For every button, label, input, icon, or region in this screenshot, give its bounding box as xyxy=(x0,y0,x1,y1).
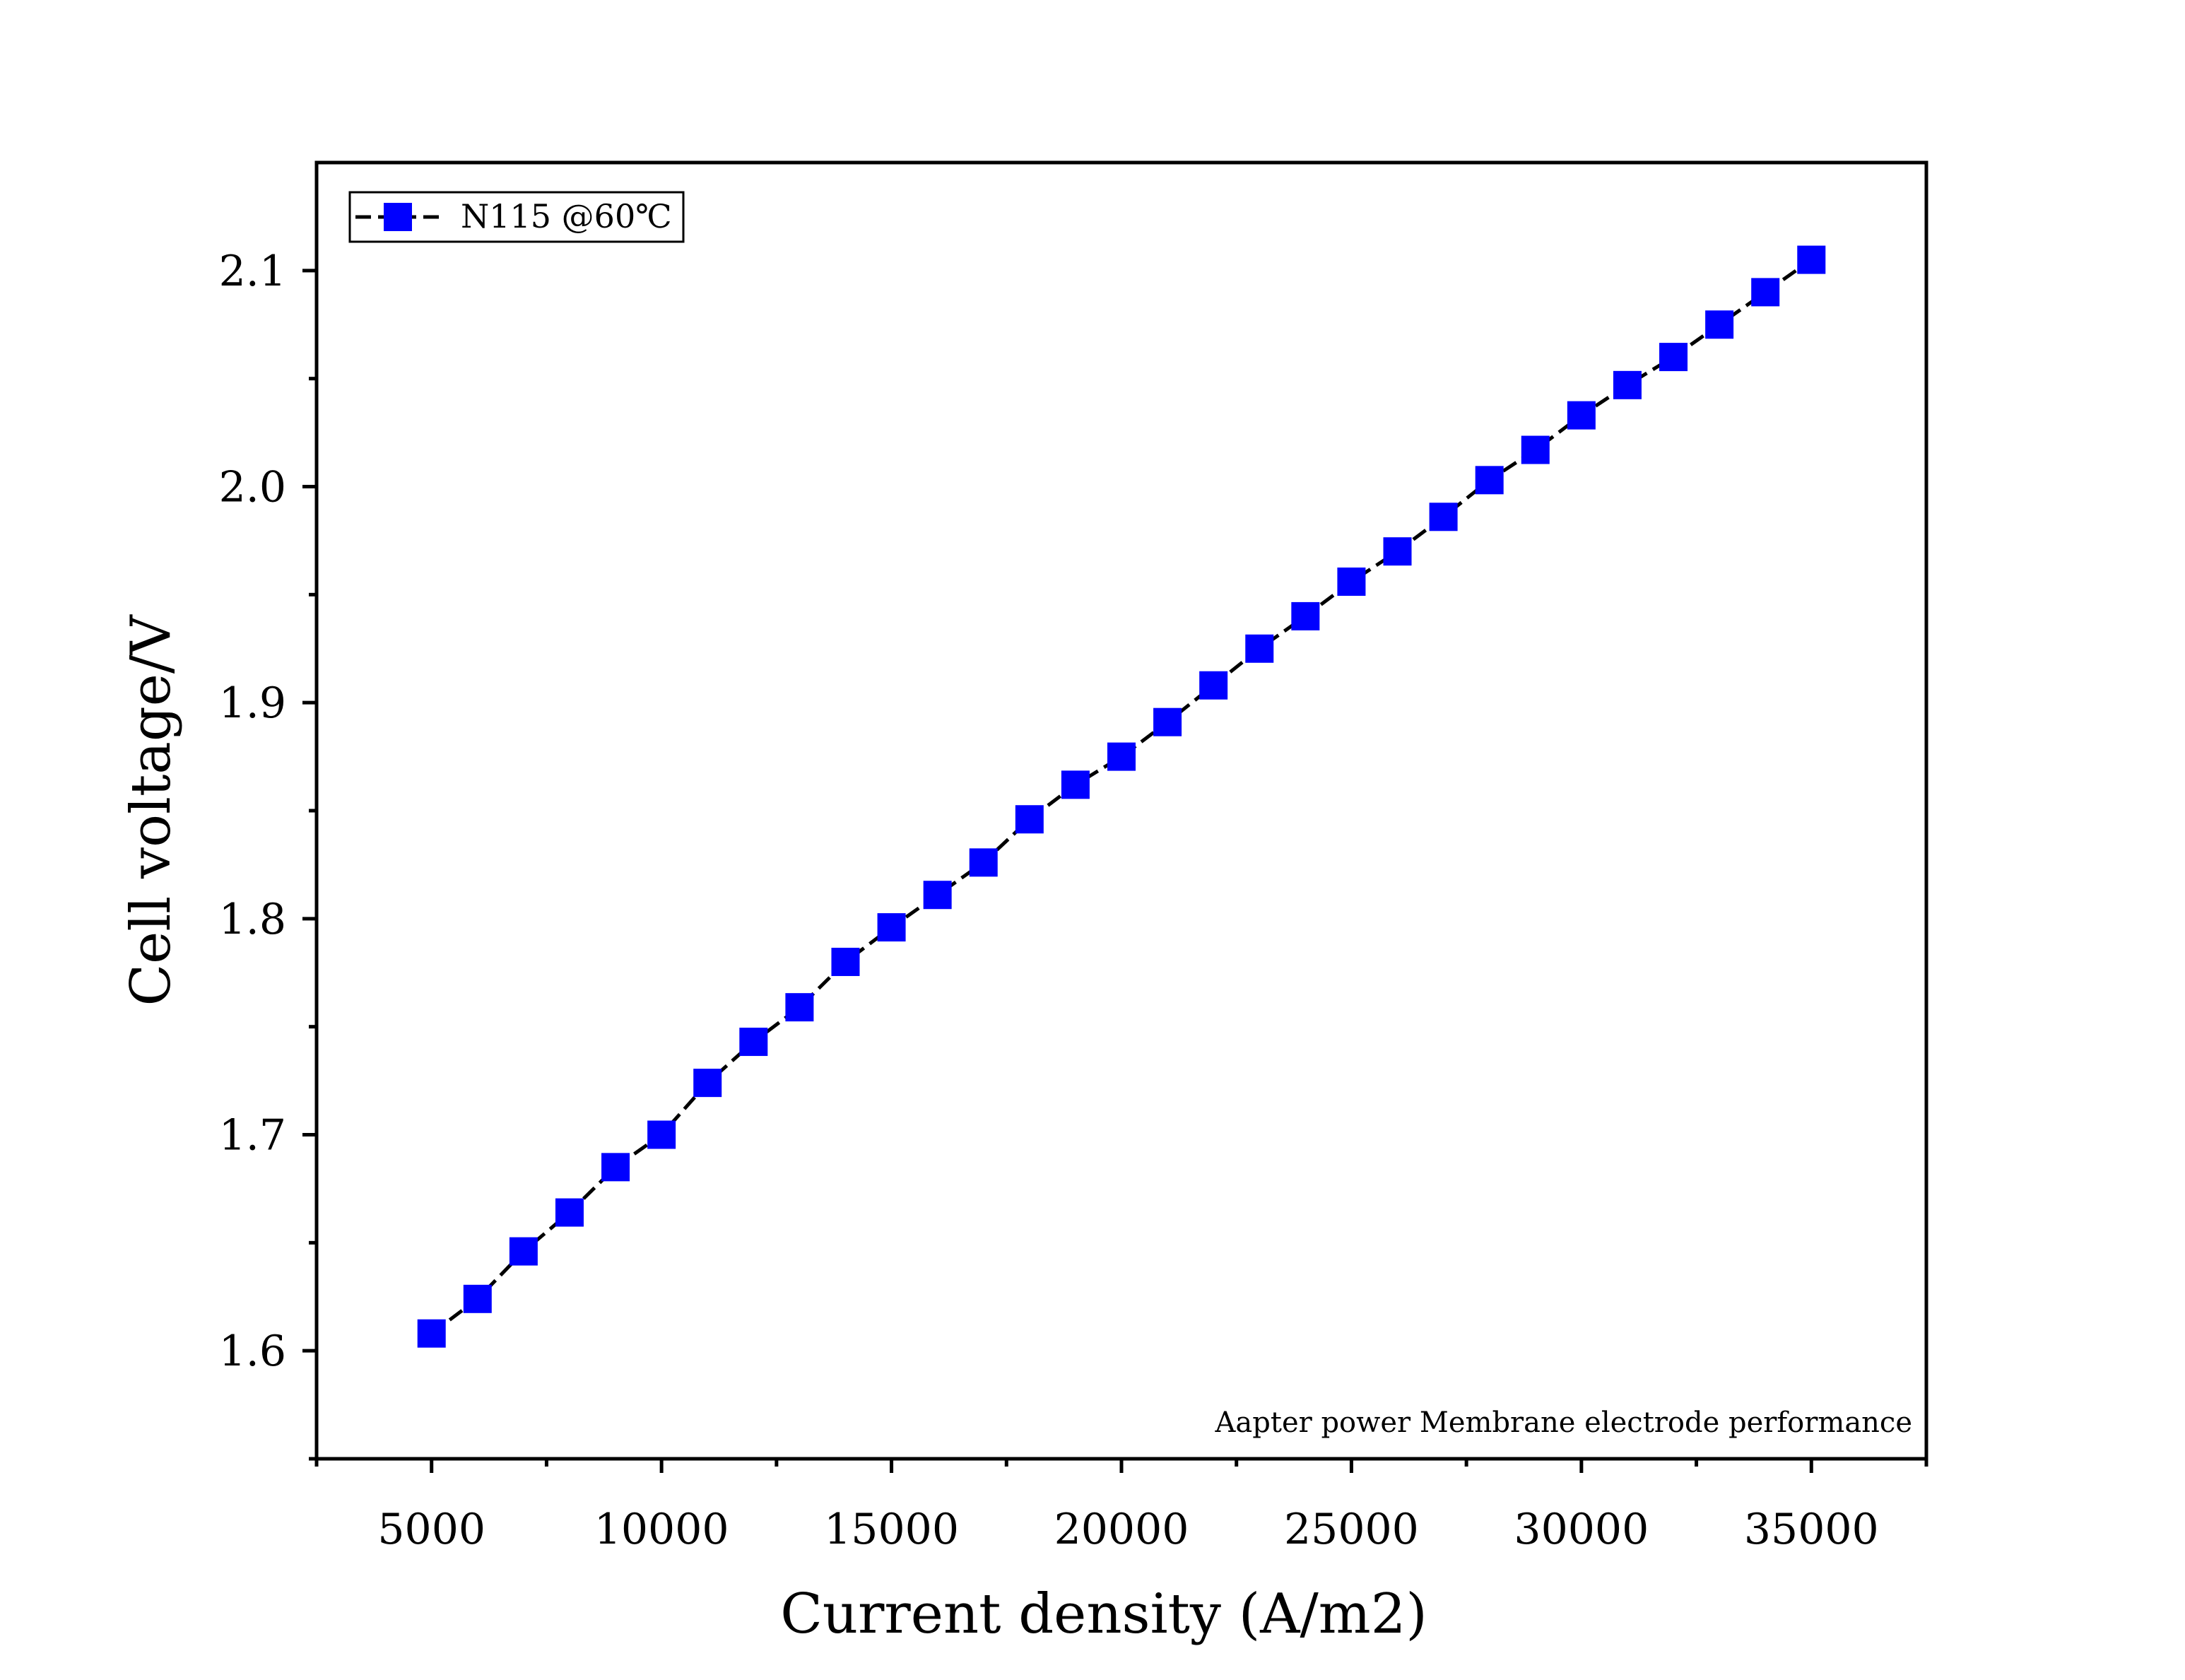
y-tick-label: 1.7 xyxy=(219,1111,286,1161)
data-point xyxy=(831,947,860,976)
data-point xyxy=(1613,370,1642,399)
markers-layer xyxy=(417,245,1826,1348)
data-point xyxy=(1797,245,1826,274)
x-tick-label: 30000 xyxy=(1514,1505,1649,1554)
data-point xyxy=(555,1198,584,1227)
data-point xyxy=(1107,742,1136,771)
data-point xyxy=(1475,466,1504,495)
data-point xyxy=(1245,634,1274,663)
data-point xyxy=(693,1069,722,1098)
legend: N115 @60℃ xyxy=(348,191,685,243)
data-point xyxy=(1659,343,1688,372)
legend-marker-swatch xyxy=(384,203,412,231)
data-point xyxy=(1429,503,1458,531)
data-point xyxy=(877,913,906,942)
x-axis-label: Current density (A/m2) xyxy=(780,1582,1427,1646)
data-point xyxy=(509,1237,538,1266)
x-tick-label: 10000 xyxy=(594,1505,729,1554)
x-tick-label: 35000 xyxy=(1744,1505,1879,1554)
y-tick-label: 1.9 xyxy=(219,679,286,728)
y-tick-label: 1.6 xyxy=(219,1327,286,1376)
series-line xyxy=(430,258,1813,1335)
y-tick-label: 2.0 xyxy=(219,463,286,512)
data-point xyxy=(1383,537,1412,566)
x-tick-label: 15000 xyxy=(824,1505,959,1554)
x-tick-label: 20000 xyxy=(1054,1505,1189,1554)
data-point xyxy=(463,1284,492,1313)
data-point xyxy=(601,1153,630,1182)
data-point xyxy=(785,993,814,1022)
data-point xyxy=(1705,310,1734,339)
data-point xyxy=(1291,601,1320,630)
data-point xyxy=(1061,770,1090,799)
data-point xyxy=(1199,671,1228,700)
x-tick-label: 5000 xyxy=(377,1505,485,1554)
data-point xyxy=(1153,707,1182,736)
data-point xyxy=(647,1120,676,1149)
data-point xyxy=(1015,805,1044,834)
data-point xyxy=(923,881,952,910)
data-point xyxy=(1337,567,1366,596)
data-point xyxy=(1751,278,1780,307)
y-tick-label: 1.8 xyxy=(219,895,286,944)
data-point xyxy=(1521,435,1550,464)
data-point xyxy=(969,848,998,877)
data-point xyxy=(1567,401,1596,430)
data-point xyxy=(739,1028,768,1057)
y-axis-label: Cell voltage/V xyxy=(119,614,183,1006)
tick-labels-layer: 5000 10000 15000 20000 25000 30000 35000 1.6 1.7… xyxy=(219,247,1879,1554)
y-tick-label: 2.1 xyxy=(219,247,286,296)
ticks-layer xyxy=(302,269,1928,1473)
chart-annotation: Aapter power Membrane electrode performa… xyxy=(1215,1406,1912,1439)
x-tick-label: 25000 xyxy=(1284,1505,1419,1554)
legend-label: N115 @60℃ xyxy=(461,197,672,235)
data-point xyxy=(417,1319,446,1348)
